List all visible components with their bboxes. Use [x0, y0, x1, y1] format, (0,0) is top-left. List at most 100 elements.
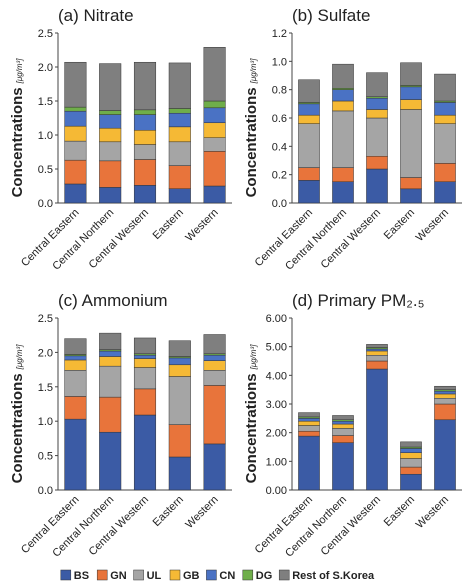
- legend-label: DG: [256, 570, 272, 582]
- bar-segment: [203, 137, 226, 152]
- bar-segment: [434, 123, 456, 164]
- bar-segment: [133, 109, 157, 115]
- bar-segment: [64, 338, 87, 355]
- bar-segment: [332, 415, 354, 421]
- y-tick-label: 0.4: [272, 141, 287, 153]
- bar-segment: [434, 181, 456, 204]
- bar-segment: [168, 357, 191, 366]
- bar-segment: [168, 126, 191, 143]
- bar-segment: [168, 364, 191, 377]
- y-tick-label: 1.5: [38, 382, 53, 394]
- bar-segment: [298, 79, 320, 103]
- bar-segment: [99, 365, 122, 398]
- bar-segment: [133, 144, 157, 160]
- bar-segment: [168, 424, 191, 458]
- bar-segment: [133, 129, 157, 145]
- legend-label: Rest of S.Korea: [292, 570, 375, 582]
- bar-segment: [366, 368, 388, 491]
- bar-segment: [298, 435, 320, 491]
- bar-segment: [298, 103, 320, 116]
- y-tick-label: 1.0: [272, 56, 287, 68]
- bar-segment: [400, 452, 422, 459]
- panel-title: (a) Nitrate: [58, 6, 134, 25]
- x-tick-label: Central Northern: [283, 207, 349, 273]
- bar-segment: [332, 420, 354, 425]
- bar-segment: [366, 355, 388, 362]
- bar-segment: [400, 62, 422, 86]
- y-tick-label: 2.00: [266, 428, 287, 440]
- bar-segment: [64, 140, 87, 161]
- y-tick-label: 1.0: [38, 416, 53, 428]
- bar-segment: [133, 159, 157, 186]
- bar-segment: [203, 100, 226, 109]
- bar-segment: [64, 61, 87, 108]
- y-tick-label: 5.00: [266, 342, 287, 354]
- x-tick-label: Central Eastern: [19, 494, 82, 557]
- y-tick-label: 0.2: [272, 170, 287, 182]
- bar-segment: [332, 89, 354, 102]
- y-unit: [μg/m³]: [249, 344, 258, 371]
- x-tick-label: Central Western: [87, 494, 152, 559]
- bar-segment: [64, 355, 87, 361]
- bar-segment: [203, 47, 226, 102]
- x-tick-label: Eastern: [151, 207, 186, 242]
- x-tick-label: Western: [414, 207, 451, 244]
- y-tick-label: 4.00: [266, 370, 287, 382]
- y-tick-label: 1.00: [266, 456, 287, 468]
- bar-segment: [133, 61, 157, 111]
- bar-segment: [366, 117, 388, 157]
- bar-segment: [434, 398, 456, 405]
- bar-segment: [400, 188, 422, 204]
- bar-segment: [168, 112, 191, 128]
- y-tick-label: 2.0: [38, 62, 53, 74]
- bar-segment: [366, 168, 388, 204]
- bar-segment: [366, 350, 388, 356]
- bar-segment: [332, 423, 354, 429]
- y-axis-label: Concentrations [μg/m³]: [9, 344, 26, 484]
- legend-label: UL: [147, 570, 162, 582]
- bar-segment: [64, 106, 87, 112]
- bar-segment: [400, 99, 422, 110]
- bar-segment: [434, 163, 456, 182]
- y-tick-label: 0.00: [266, 485, 287, 497]
- x-tick-label: Eastern: [382, 494, 417, 529]
- y-tick-label: 2.5: [38, 313, 53, 325]
- x-tick-label: Western: [414, 494, 451, 531]
- bar-segment: [99, 332, 122, 350]
- bar-segment: [332, 63, 354, 89]
- y-tick-label: 1.0: [38, 130, 53, 142]
- x-tick-label: Central Eastern: [253, 494, 316, 557]
- y-label-text: Concentrations: [9, 87, 26, 197]
- legend-label: GB: [183, 570, 200, 582]
- x-tick-label: Central Eastern: [19, 207, 82, 270]
- bar-segment: [133, 388, 157, 416]
- y-tick-label: 2.5: [38, 28, 53, 40]
- bar-segment: [332, 110, 354, 168]
- bar-segment: [133, 414, 157, 491]
- x-tick-label: Western: [183, 494, 220, 531]
- bar-segment: [400, 473, 422, 491]
- legend-label: BS: [74, 570, 89, 582]
- panel-title: (b) Sulfate: [292, 6, 370, 25]
- y-tick-label: 0.6: [272, 113, 287, 125]
- bar-segment: [133, 367, 157, 390]
- bar-segment: [332, 167, 354, 182]
- bar-segment: [133, 114, 157, 131]
- bar-segment: [366, 344, 388, 348]
- bar-segment: [203, 107, 226, 124]
- y-tick-label: 3.00: [266, 399, 287, 411]
- bar-segment: [332, 435, 354, 443]
- bar-segment: [366, 97, 388, 110]
- bar-segment: [400, 441, 422, 448]
- bar-segment: [64, 396, 87, 420]
- bar-segment: [434, 390, 456, 395]
- y-tick-label: 1.5: [38, 96, 53, 108]
- bar-segment: [366, 156, 388, 170]
- bar-segment: [64, 359, 87, 371]
- bar-segment: [168, 141, 191, 166]
- bar-segment: [99, 396, 122, 433]
- legend-label: CN: [219, 570, 235, 582]
- bar-segment: [203, 370, 226, 386]
